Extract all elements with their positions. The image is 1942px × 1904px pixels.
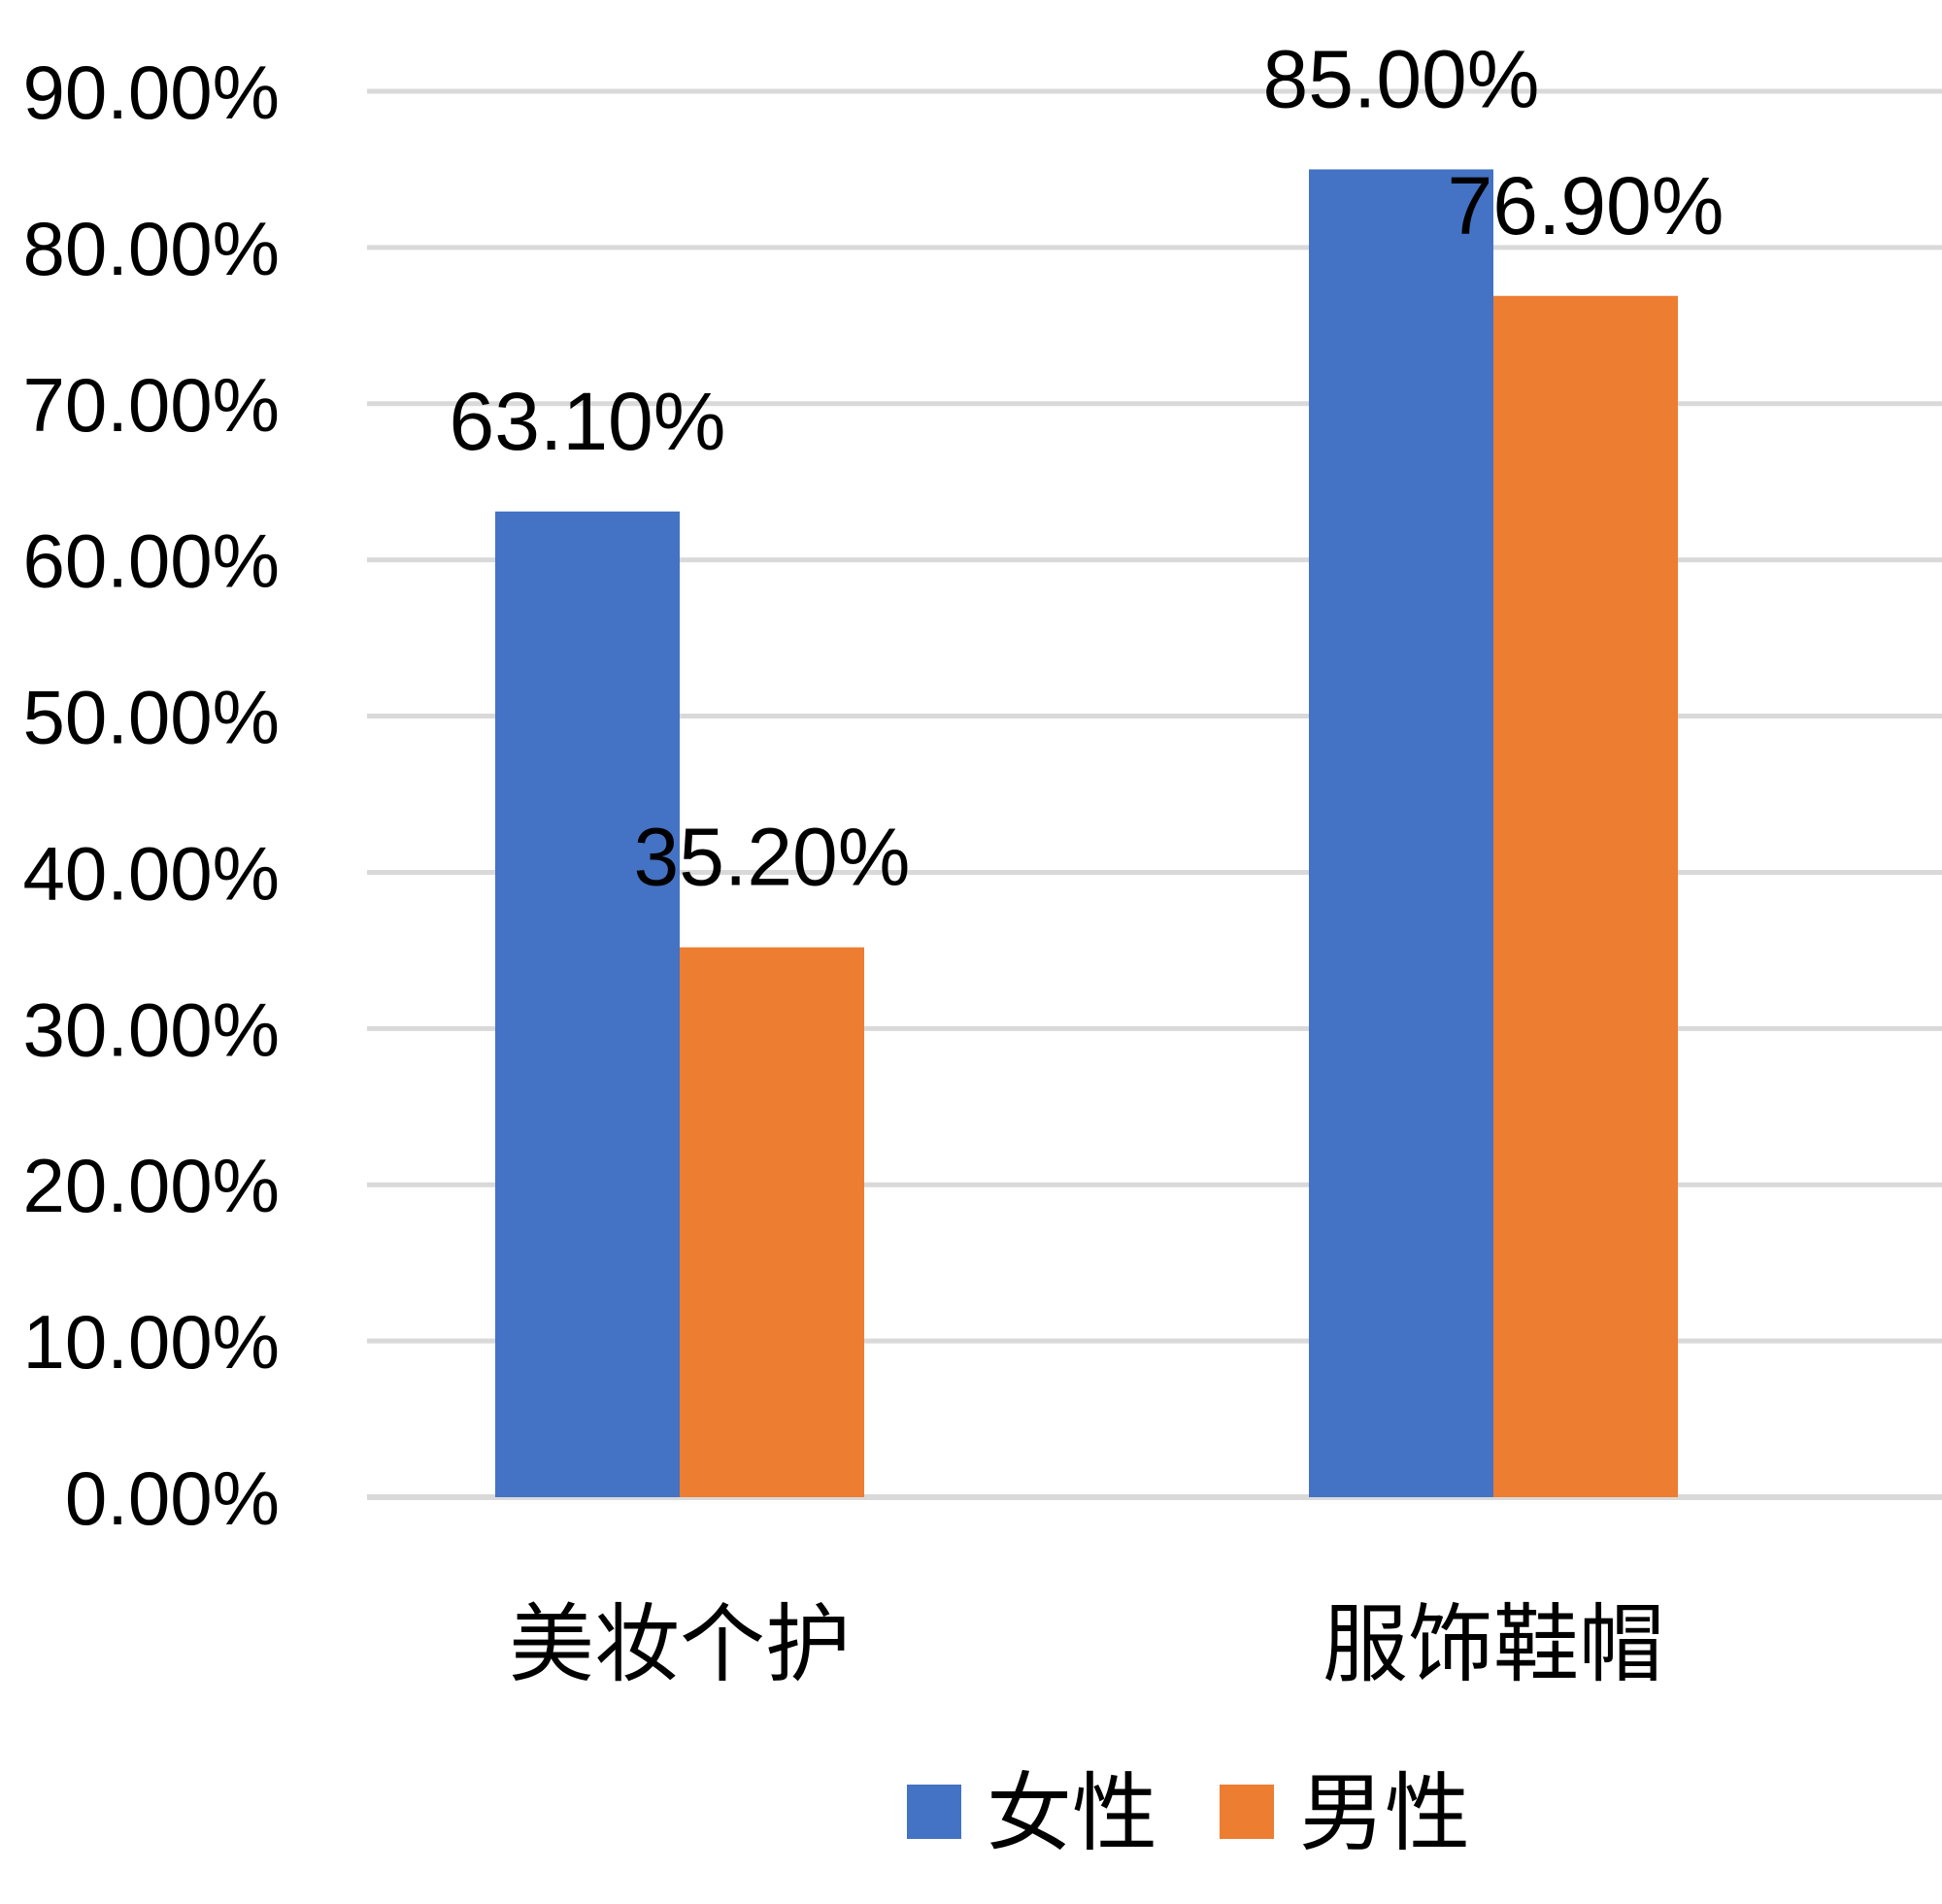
y-axis-tick-labels: 0.00% 10.00% 20.00% 30.00% 40.00% 50.00% 60.00… [22, 50, 280, 1541]
y-tick-label: 70.00% [22, 362, 280, 448]
data-label: 76.90% [1448, 160, 1724, 251]
category-label: 服饰鞋帽 [1323, 1594, 1664, 1694]
bar-female [1309, 169, 1493, 1497]
data-label: 63.10% [450, 376, 726, 467]
y-tick-label: 0.00% [65, 1455, 280, 1541]
y-tick-label: 40.00% [22, 830, 280, 916]
y-tick-label: 60.00% [22, 518, 280, 604]
legend-label: 男性 [1299, 1763, 1470, 1863]
y-tick-label: 50.00% [22, 675, 280, 760]
data-labels: 63.10% 35.20% 85.00% 76.90% [450, 33, 1724, 902]
category-label: 美妆个护 [509, 1594, 851, 1694]
bars [495, 169, 1678, 1498]
bar-male [680, 947, 864, 1497]
y-tick-label: 90.00% [22, 50, 280, 135]
legend-swatch [1220, 1785, 1274, 1839]
category-labels: 美妆个护 服饰鞋帽 [509, 1594, 1664, 1694]
legend: 女性 男性 [907, 1763, 1470, 1863]
y-tick-label: 30.00% [22, 986, 280, 1072]
legend-label: 女性 [987, 1763, 1157, 1863]
data-label: 85.00% [1263, 33, 1540, 124]
y-tick-label: 10.00% [22, 1299, 280, 1385]
data-label: 35.20% [634, 812, 911, 903]
y-tick-label: 80.00% [22, 206, 280, 291]
bar-female [495, 511, 680, 1497]
bar-male [1493, 295, 1678, 1498]
legend-swatch [907, 1785, 961, 1839]
y-tick-label: 20.00% [22, 1143, 280, 1228]
